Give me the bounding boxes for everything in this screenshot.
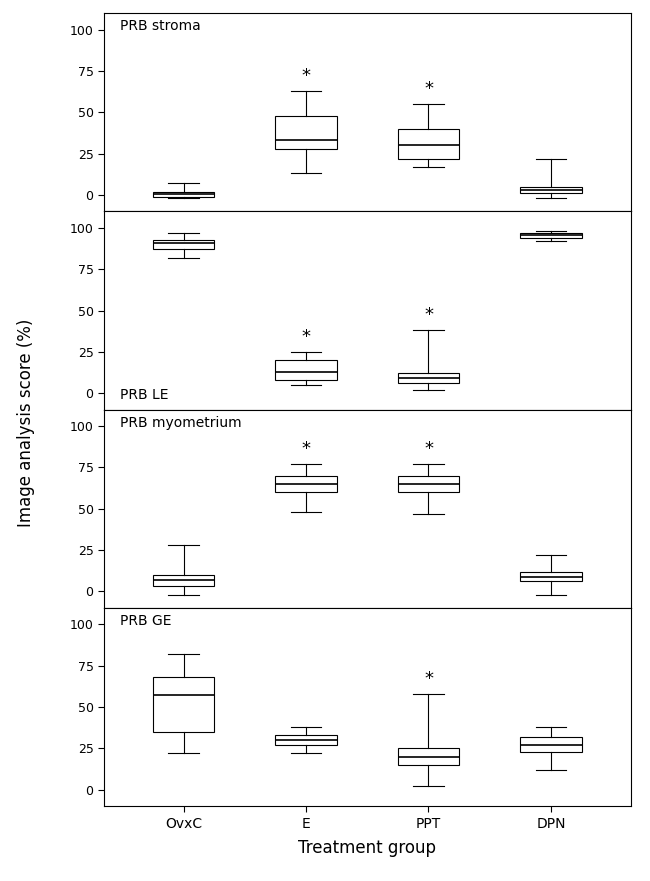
Text: *: * bbox=[302, 67, 311, 85]
PathPatch shape bbox=[153, 677, 215, 732]
PathPatch shape bbox=[398, 748, 459, 765]
PathPatch shape bbox=[520, 737, 582, 751]
Text: *: * bbox=[302, 328, 311, 346]
PathPatch shape bbox=[153, 240, 215, 249]
Text: *: * bbox=[302, 440, 311, 458]
Text: *: * bbox=[424, 440, 433, 458]
PathPatch shape bbox=[520, 187, 582, 193]
Text: PRB GE: PRB GE bbox=[120, 614, 172, 628]
PathPatch shape bbox=[276, 360, 337, 380]
PathPatch shape bbox=[276, 735, 337, 745]
PathPatch shape bbox=[398, 129, 459, 159]
Text: PRB LE: PRB LE bbox=[120, 388, 168, 402]
PathPatch shape bbox=[520, 233, 582, 238]
Text: PRB myometrium: PRB myometrium bbox=[120, 416, 241, 430]
Text: *: * bbox=[424, 307, 433, 324]
Text: *: * bbox=[424, 80, 433, 98]
PathPatch shape bbox=[153, 192, 215, 196]
PathPatch shape bbox=[276, 476, 337, 492]
PathPatch shape bbox=[398, 374, 459, 383]
Text: *: * bbox=[424, 670, 433, 688]
X-axis label: Treatment group: Treatment group bbox=[298, 839, 436, 857]
PathPatch shape bbox=[398, 476, 459, 492]
Text: PRB stroma: PRB stroma bbox=[120, 19, 201, 33]
PathPatch shape bbox=[520, 572, 582, 581]
Text: Image analysis score (%): Image analysis score (%) bbox=[17, 319, 35, 527]
PathPatch shape bbox=[153, 575, 215, 587]
PathPatch shape bbox=[276, 115, 337, 149]
